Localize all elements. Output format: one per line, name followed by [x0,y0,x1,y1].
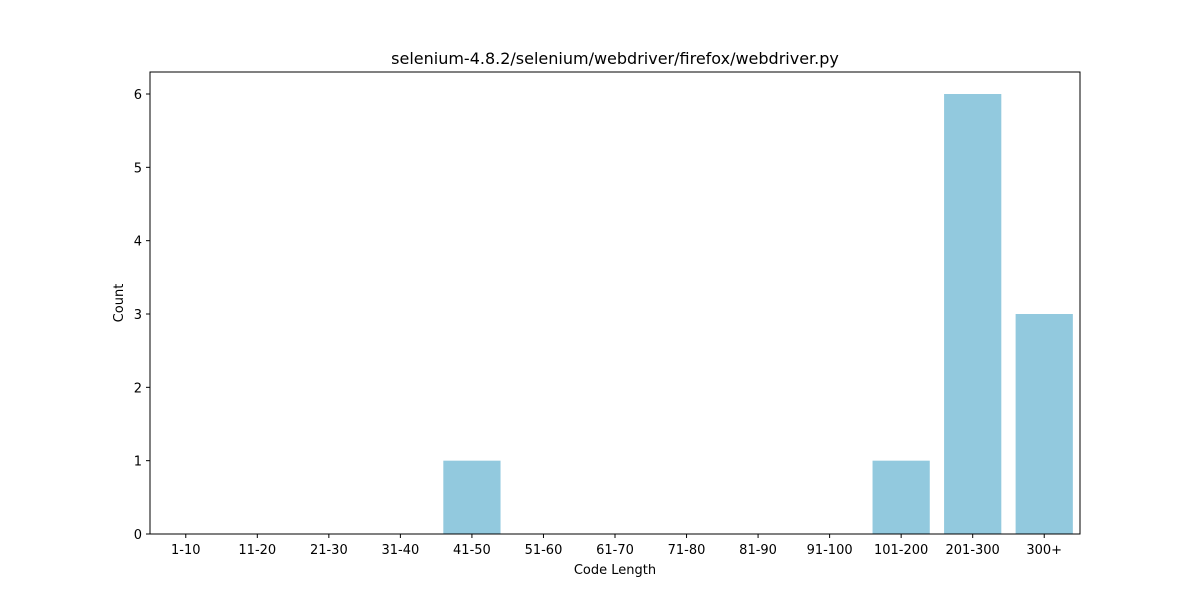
y-tick-label: 6 [134,88,142,103]
x-axis-title: Code Length [574,563,656,578]
y-tick-label: 0 [134,528,142,543]
x-tick-label: 51-60 [525,543,563,558]
y-tick-label: 5 [134,161,142,176]
y-tick-label: 4 [134,235,142,250]
x-tick-label: 41-50 [453,543,491,558]
y-axis: 0 1 2 3 4 5 6 [134,88,150,543]
plot-frame [149,71,1081,535]
bar-101-200 [872,460,930,534]
chart-title: selenium-4.8.2/selenium/webdriver/firefo… [391,49,839,68]
x-tick-label: 300+ [1026,543,1062,558]
x-tick-label: 11-20 [238,543,276,558]
x-tick-label: 101-200 [874,543,928,558]
y-tick-label: 3 [134,308,142,323]
bar-41-50 [443,460,501,534]
bar-300+ [1015,314,1073,534]
bar-201-300 [944,94,1002,534]
x-tick-label: 71-80 [668,543,706,558]
x-axis: 1-10 11-20 21-30 31-40 41-50 51-60 61-70 71-80 8… [171,534,1062,558]
y-tick-label: 2 [134,381,142,396]
y-axis-title: Count [112,284,127,323]
y-tick-label: 1 [134,455,142,470]
x-tick-label: 1-10 [171,543,201,558]
x-tick-label: 21-30 [310,543,348,558]
x-tick-label: 61-70 [596,543,634,558]
x-tick-label: 91-100 [807,543,853,558]
x-tick-label: 201-300 [946,543,1000,558]
bars-group [443,94,1073,534]
x-tick-label: 81-90 [739,543,777,558]
x-tick-label: 31-40 [381,543,419,558]
